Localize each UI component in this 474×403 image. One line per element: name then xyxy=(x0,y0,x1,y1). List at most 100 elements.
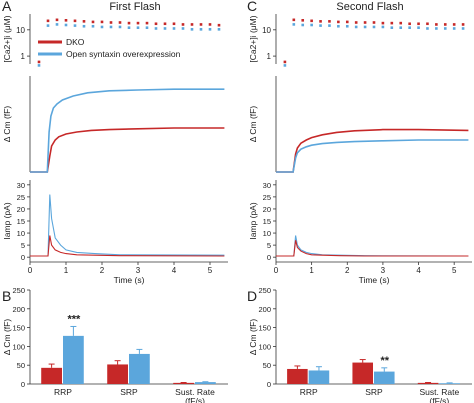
C-ca-point-open xyxy=(461,27,465,30)
B-y-tick-label: 0 xyxy=(21,380,25,389)
C-amp-y-tick-label: 5 xyxy=(267,241,271,250)
A-ca-point-dko xyxy=(82,20,86,23)
C-amp-y-tick-label: 10 xyxy=(263,229,271,238)
C-ca-point-open xyxy=(292,23,296,26)
C-ca-point-open xyxy=(452,27,456,30)
B-bar-open xyxy=(195,382,216,384)
D-bar-open xyxy=(308,370,330,384)
D-y-label: Δ Cm (fF) xyxy=(248,319,258,356)
legend-label-open: Open syntaxin overexpression xyxy=(66,49,181,59)
A-ca-point-open xyxy=(37,64,41,67)
C-ca-point-dko xyxy=(310,19,313,23)
D-category-label: SRP xyxy=(365,387,383,397)
A-ca-point-dko xyxy=(55,18,59,22)
A-ca-point-dko xyxy=(46,19,50,23)
A-amp-trace-dko xyxy=(30,235,225,257)
D-y-tick-label: 0 xyxy=(267,380,271,389)
B-y-tick-label: 50 xyxy=(17,361,25,370)
legend: DKO Open syntaxin overexpression xyxy=(38,37,181,59)
C-ca-point-dko xyxy=(426,22,429,26)
A-ca-point-open xyxy=(118,25,122,29)
C-ca-point-dko xyxy=(319,20,322,23)
C-ca-point-dko xyxy=(408,22,411,26)
C-ca-point-dko xyxy=(301,19,305,22)
A-ca-point-open xyxy=(163,27,167,30)
C-ca-point-open xyxy=(310,23,313,27)
C-cm-trace-open xyxy=(276,139,469,173)
B-y-tick-label: 150 xyxy=(12,324,25,333)
A-ca-point-dko xyxy=(181,23,185,26)
A-cm-y-label: Δ Cm (fF) xyxy=(2,106,12,143)
B-y-tick-label: 100 xyxy=(12,342,25,351)
C-amp-y-tick-label: 30 xyxy=(263,181,271,190)
C-amp-x-tick-label: 5 xyxy=(452,266,457,275)
C-amp-trace-dko xyxy=(276,240,469,257)
D-y-tick-label: 200 xyxy=(258,305,271,314)
C-ca-point-open xyxy=(283,64,287,67)
A-amp-x-tick-label: 1 xyxy=(64,266,69,275)
C-amp-x-tick-label: 3 xyxy=(381,266,386,275)
A-ca-point-open xyxy=(199,28,203,31)
A-ca-point-dko xyxy=(136,21,140,25)
C-ca-point-dko xyxy=(443,23,447,26)
C-ca-y-tick-label: 10 xyxy=(262,26,271,35)
C-ca-point-dko xyxy=(372,21,376,24)
C-ca-point-dko xyxy=(283,60,287,64)
B-y-label: Δ Cm (fF) xyxy=(2,319,12,356)
C-ca-point-dko xyxy=(292,18,296,22)
D-category-unit: (fF/s) xyxy=(429,396,449,403)
C-ca-point-dko xyxy=(435,23,438,26)
C-ca-point-open xyxy=(372,25,376,29)
A-cm-trace-open xyxy=(30,88,225,173)
C-ca-point-open xyxy=(301,23,305,27)
A-ca-point-dko xyxy=(199,23,203,26)
D-bar-dko xyxy=(352,362,373,384)
title-first-flash: First Flash xyxy=(109,1,160,13)
A-amp-trace-open xyxy=(30,194,225,257)
C-ca-y-tick-label: 1 xyxy=(267,52,272,61)
D-y-tick-label: 150 xyxy=(258,324,271,333)
A-amp-y-label: Iamp (pA) xyxy=(2,202,12,239)
C-ca-point-open xyxy=(399,26,403,29)
panel-letter-d: D xyxy=(247,288,257,304)
B-category-unit: (fF/s) xyxy=(185,396,205,403)
B-bar-open xyxy=(129,353,150,384)
C-ca-point-dko xyxy=(345,20,349,24)
C-amp-y-label: Iamp (pA) xyxy=(248,202,258,239)
D-y-tick-label: 50 xyxy=(263,361,271,370)
A-amp-y-tick-label: 30 xyxy=(17,181,25,190)
C-ca-point-open xyxy=(426,27,429,30)
C-ca-point-dko xyxy=(354,21,358,24)
B-bar-open xyxy=(63,335,84,384)
A-ca-point-dko xyxy=(163,22,167,26)
panel-letter-b: B xyxy=(2,288,11,304)
A-amp-y-tick-label: 25 xyxy=(17,193,25,202)
A-amp-x-label: Time (s) xyxy=(114,275,145,285)
C-amp-x-tick-label: 0 xyxy=(274,266,279,275)
C-ca-point-dko xyxy=(390,21,394,25)
C-ca-point-dko xyxy=(328,20,331,23)
C-cm-y-label: Δ Cm (fF) xyxy=(248,106,258,143)
B-bar-dko xyxy=(107,364,128,384)
C-amp-y-tick-label: 25 xyxy=(263,193,271,202)
A-amp-x-tick-label: 2 xyxy=(100,266,105,275)
D-y-tick-label: 100 xyxy=(258,342,271,351)
C-ca-point-dko xyxy=(363,21,367,24)
C-ca-point-open xyxy=(417,26,420,29)
A-ca-point-open xyxy=(46,24,50,27)
A-amp-y-tick-label: 5 xyxy=(21,241,25,250)
C-ca-point-open xyxy=(328,24,331,27)
A-amp-y-tick-label: 15 xyxy=(17,217,25,226)
C-ca-point-dko xyxy=(399,21,403,25)
A-ca-point-dko xyxy=(100,20,104,24)
A-amp-x-tick-label: 3 xyxy=(136,266,141,275)
A-ca-point-open xyxy=(109,25,113,29)
C-ca-point-open xyxy=(381,25,385,29)
C-ca-point-open xyxy=(345,24,349,28)
B-y-tick-label: 200 xyxy=(12,305,25,314)
C-ca-point-dko xyxy=(337,20,340,24)
B-category-label: SRP xyxy=(120,387,138,397)
D-y-tick-label: 250 xyxy=(258,286,271,295)
C-ca-point-open xyxy=(443,27,447,30)
